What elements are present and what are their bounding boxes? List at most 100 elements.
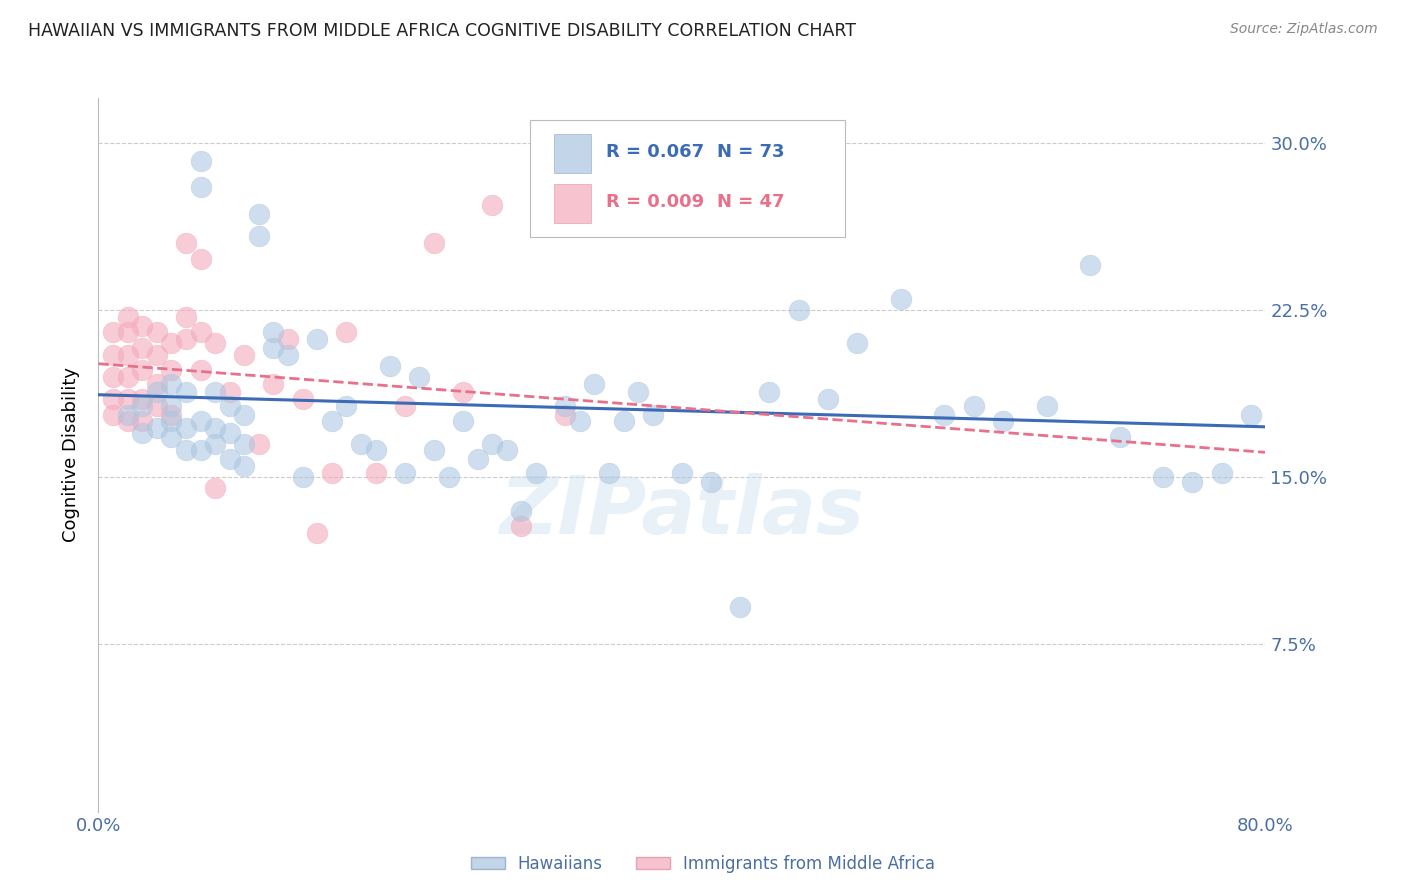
Point xyxy=(758,385,780,400)
Point xyxy=(117,325,139,339)
Legend: Hawaiians, Immigrants from Middle Africa: Hawaiians, Immigrants from Middle Africa xyxy=(464,848,942,880)
Point xyxy=(394,466,416,480)
Text: Source: ZipAtlas.com: Source: ZipAtlas.com xyxy=(1230,22,1378,37)
Point xyxy=(218,385,240,400)
Point xyxy=(627,385,650,400)
Point xyxy=(190,325,212,339)
Point xyxy=(146,399,169,413)
Point xyxy=(787,303,810,318)
Point xyxy=(101,348,124,362)
Point xyxy=(218,452,240,467)
Point xyxy=(481,198,503,212)
Point xyxy=(233,459,256,474)
Point xyxy=(174,310,197,324)
Point xyxy=(291,392,314,407)
Point xyxy=(277,332,299,346)
Point xyxy=(554,399,576,413)
Point xyxy=(568,414,591,429)
Point xyxy=(174,236,197,251)
Point xyxy=(262,376,284,391)
Point xyxy=(131,414,153,429)
Point xyxy=(598,466,620,480)
Point xyxy=(190,443,212,458)
Point xyxy=(160,363,183,377)
Point xyxy=(451,385,474,400)
Point xyxy=(247,207,270,221)
Point xyxy=(190,180,212,194)
Point xyxy=(146,348,169,362)
Point xyxy=(174,421,197,435)
Point xyxy=(728,599,751,614)
Point xyxy=(117,348,139,362)
Point xyxy=(495,443,517,458)
Point xyxy=(423,443,446,458)
Point xyxy=(641,408,664,422)
Point xyxy=(117,392,139,407)
Point xyxy=(890,292,912,306)
Point xyxy=(510,503,533,517)
Point xyxy=(247,229,270,244)
Point xyxy=(554,408,576,422)
Point xyxy=(204,421,226,435)
Point xyxy=(131,341,153,355)
Point xyxy=(378,359,402,373)
Point xyxy=(350,436,373,450)
Point xyxy=(1035,399,1057,413)
Point xyxy=(218,425,240,440)
Point xyxy=(247,436,270,450)
Point xyxy=(845,336,868,351)
Text: R = 0.067: R = 0.067 xyxy=(606,143,704,161)
Point xyxy=(262,325,284,339)
Point xyxy=(117,369,139,384)
Point xyxy=(1181,475,1204,489)
Point xyxy=(321,466,343,480)
Point xyxy=(700,475,723,489)
Point xyxy=(131,318,153,333)
Point xyxy=(101,408,124,422)
Text: ZIPatlas: ZIPatlas xyxy=(499,473,865,551)
Point xyxy=(160,430,183,444)
Point xyxy=(1108,430,1130,444)
Point xyxy=(1240,408,1263,422)
Point xyxy=(218,399,240,413)
Point xyxy=(233,408,256,422)
Point xyxy=(524,466,547,480)
Point xyxy=(146,421,169,435)
Point xyxy=(174,332,197,346)
Point xyxy=(437,470,460,484)
Point xyxy=(408,369,430,384)
Point xyxy=(160,376,183,391)
Point xyxy=(131,363,153,377)
Point xyxy=(451,414,474,429)
FancyBboxPatch shape xyxy=(554,134,591,173)
Point xyxy=(146,376,169,391)
Point xyxy=(321,414,343,429)
Point xyxy=(233,436,256,450)
Text: HAWAIIAN VS IMMIGRANTS FROM MIDDLE AFRICA COGNITIVE DISABILITY CORRELATION CHART: HAWAIIAN VS IMMIGRANTS FROM MIDDLE AFRIC… xyxy=(28,22,856,40)
Point xyxy=(394,399,416,413)
FancyBboxPatch shape xyxy=(554,184,591,223)
Point xyxy=(1080,259,1102,273)
Point xyxy=(307,526,329,541)
Y-axis label: Cognitive Disability: Cognitive Disability xyxy=(62,368,80,542)
Point xyxy=(233,348,256,362)
Point xyxy=(204,436,226,450)
Point xyxy=(1152,470,1174,484)
Point xyxy=(174,443,197,458)
Point xyxy=(160,336,183,351)
Point xyxy=(101,369,124,384)
Point xyxy=(131,399,153,413)
Point xyxy=(481,436,503,450)
Point xyxy=(117,408,139,422)
Point xyxy=(146,325,169,339)
Point xyxy=(117,414,139,429)
Point xyxy=(190,414,212,429)
Point xyxy=(612,414,634,429)
Point xyxy=(671,466,693,480)
Point xyxy=(174,385,197,400)
Point xyxy=(204,336,226,351)
Point xyxy=(540,147,562,161)
Point xyxy=(160,399,183,413)
Text: R = 0.009: R = 0.009 xyxy=(606,193,704,211)
Point xyxy=(131,425,153,440)
